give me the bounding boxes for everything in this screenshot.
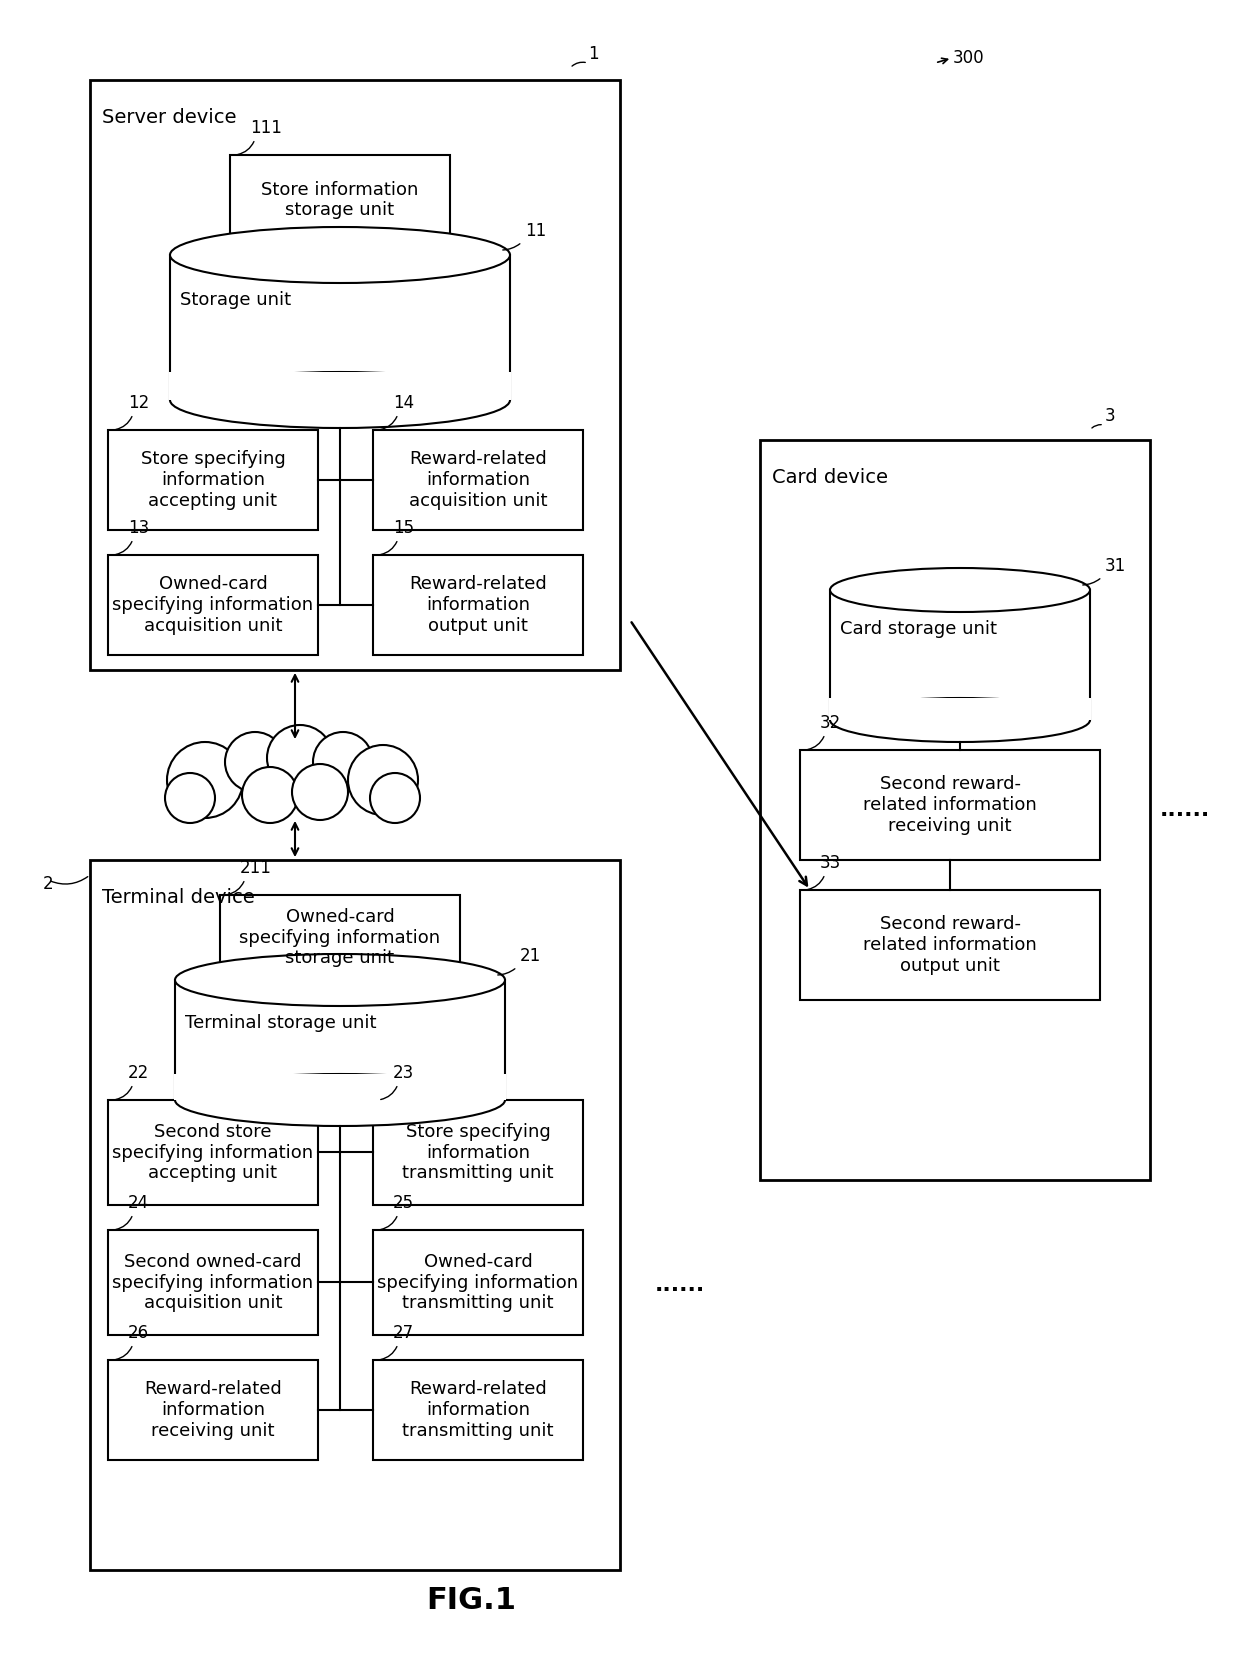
Bar xyxy=(229,154,450,246)
Text: Storage unit: Storage unit xyxy=(180,290,291,309)
Ellipse shape xyxy=(175,1074,505,1125)
Ellipse shape xyxy=(170,372,510,428)
Text: 27: 27 xyxy=(393,1325,414,1341)
Circle shape xyxy=(165,774,215,823)
Text: Second reward-
related information
output unit: Second reward- related information outpu… xyxy=(863,915,1037,974)
Ellipse shape xyxy=(175,954,505,1006)
Text: 300: 300 xyxy=(954,50,985,66)
Text: Store information
storage unit: Store information storage unit xyxy=(262,181,419,219)
Ellipse shape xyxy=(170,227,510,282)
Text: 32: 32 xyxy=(820,714,841,732)
Bar xyxy=(108,1230,317,1335)
Text: 3: 3 xyxy=(1105,407,1116,425)
Text: 2: 2 xyxy=(42,875,53,893)
Circle shape xyxy=(370,774,420,823)
Text: Store specifying
information
accepting unit: Store specifying information accepting u… xyxy=(140,450,285,510)
Bar xyxy=(108,430,317,530)
Ellipse shape xyxy=(830,697,1090,742)
Bar xyxy=(830,589,1090,720)
Bar xyxy=(373,1230,583,1335)
Bar xyxy=(175,979,505,1101)
Text: 24: 24 xyxy=(128,1194,149,1212)
Text: ......: ...... xyxy=(655,1275,706,1295)
Text: 12: 12 xyxy=(128,393,149,412)
Text: 14: 14 xyxy=(393,393,414,412)
Text: Server device: Server device xyxy=(102,108,237,128)
Text: 22: 22 xyxy=(128,1064,149,1082)
Circle shape xyxy=(267,725,334,792)
Ellipse shape xyxy=(830,568,1090,613)
Bar xyxy=(108,1101,317,1205)
Bar xyxy=(108,1360,317,1461)
Text: 15: 15 xyxy=(393,520,414,536)
Text: 111: 111 xyxy=(250,120,281,138)
Bar xyxy=(800,750,1100,860)
Text: Reward-related
information
receiving unit: Reward-related information receiving uni… xyxy=(144,1379,281,1439)
Text: 211: 211 xyxy=(241,858,272,876)
Bar xyxy=(373,430,583,530)
Bar xyxy=(170,256,510,400)
Text: Terminal storage unit: Terminal storage unit xyxy=(185,1014,377,1033)
Text: 13: 13 xyxy=(128,520,149,536)
Text: 23: 23 xyxy=(393,1064,414,1082)
Bar xyxy=(760,440,1149,1180)
Circle shape xyxy=(167,742,243,818)
Bar xyxy=(219,895,460,979)
Text: Store specifying
information
transmitting unit: Store specifying information transmittin… xyxy=(402,1122,554,1182)
Bar xyxy=(373,554,583,656)
Bar xyxy=(108,554,317,656)
Text: 11: 11 xyxy=(525,222,547,241)
Text: Second store
specifying information
accepting unit: Second store specifying information acce… xyxy=(113,1122,314,1182)
Text: FIG.1: FIG.1 xyxy=(427,1585,516,1615)
Text: Reward-related
information
acquisition unit: Reward-related information acquisition u… xyxy=(409,450,547,510)
Bar xyxy=(800,890,1100,999)
Text: Owned-card
specifying information
transmitting unit: Owned-card specifying information transm… xyxy=(377,1253,579,1313)
Circle shape xyxy=(348,745,418,815)
Circle shape xyxy=(312,732,373,792)
Text: 1: 1 xyxy=(588,45,599,63)
Circle shape xyxy=(291,764,348,820)
Text: 31: 31 xyxy=(1105,558,1126,574)
Bar xyxy=(373,1360,583,1461)
Text: Owned-card
specifying information
acquisition unit: Owned-card specifying information acquis… xyxy=(113,576,314,634)
Ellipse shape xyxy=(175,954,505,1006)
Bar xyxy=(91,860,620,1570)
Text: Second owned-card
specifying information
acquisition unit: Second owned-card specifying information… xyxy=(113,1253,314,1313)
Bar xyxy=(91,80,620,671)
Text: Card storage unit: Card storage unit xyxy=(839,619,997,637)
Text: 25: 25 xyxy=(393,1194,414,1212)
Text: Reward-related
information
transmitting unit: Reward-related information transmitting … xyxy=(402,1379,554,1439)
Text: 21: 21 xyxy=(520,946,541,964)
Text: Card device: Card device xyxy=(773,468,888,486)
Text: Terminal device: Terminal device xyxy=(102,888,254,906)
Ellipse shape xyxy=(830,568,1090,613)
Text: Reward-related
information
output unit: Reward-related information output unit xyxy=(409,576,547,634)
Circle shape xyxy=(242,767,298,823)
Bar xyxy=(169,372,511,400)
Text: Second reward-
related information
receiving unit: Second reward- related information recei… xyxy=(863,775,1037,835)
Text: 33: 33 xyxy=(820,853,841,872)
Ellipse shape xyxy=(170,227,510,282)
Bar xyxy=(830,697,1091,720)
Text: ......: ...... xyxy=(1159,800,1210,820)
Text: 26: 26 xyxy=(128,1325,149,1341)
Bar xyxy=(174,1074,506,1101)
Text: Owned-card
specifying information
storage unit: Owned-card specifying information storag… xyxy=(239,908,440,968)
Circle shape xyxy=(224,732,285,792)
Bar xyxy=(373,1101,583,1205)
